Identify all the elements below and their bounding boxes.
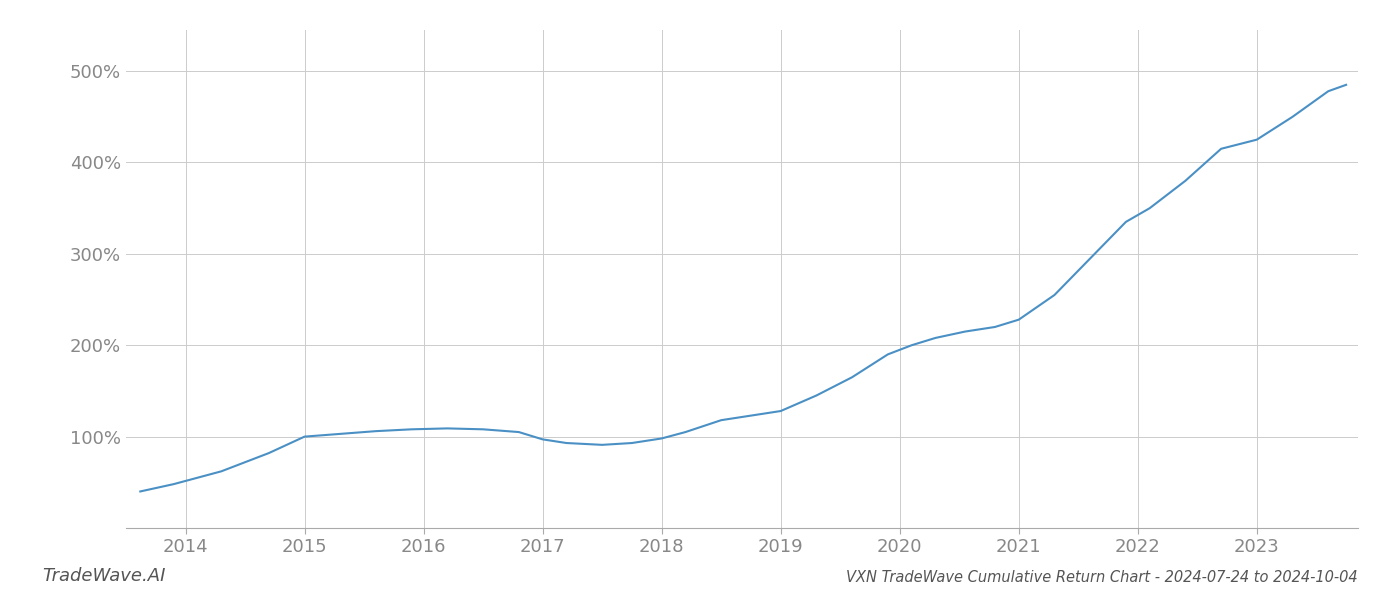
Text: TradeWave.AI: TradeWave.AI [42,567,165,585]
Text: VXN TradeWave Cumulative Return Chart - 2024-07-24 to 2024-10-04: VXN TradeWave Cumulative Return Chart - … [847,570,1358,585]
